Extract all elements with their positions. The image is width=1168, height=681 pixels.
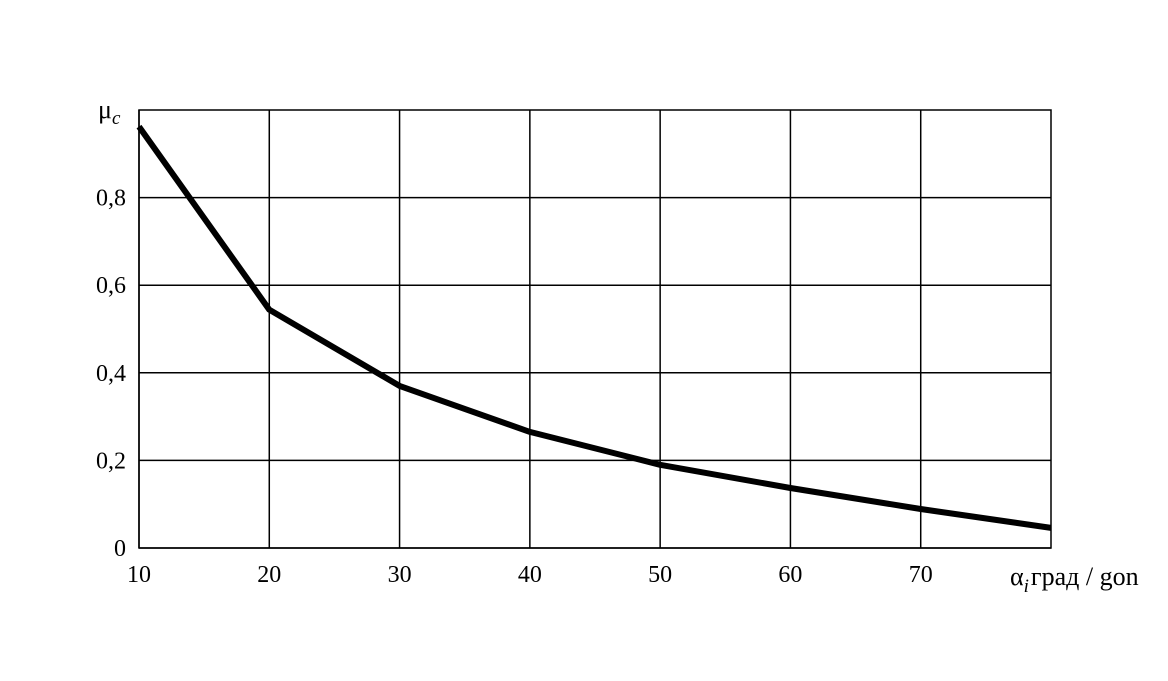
plot-frame bbox=[138, 109, 1052, 549]
x-tick-label: 30 bbox=[388, 562, 412, 588]
x-axis-label: αiград / gon bbox=[1010, 562, 1139, 597]
y-tick-label: 0,4 bbox=[96, 361, 126, 387]
x-tick-label: 40 bbox=[518, 562, 542, 588]
series-line bbox=[136, 124, 1052, 531]
y-axis-label: μc bbox=[98, 95, 121, 129]
x-tick-label: 70 bbox=[909, 562, 933, 588]
y-tick-label: 0,2 bbox=[96, 448, 126, 474]
y-tick-label: 0 bbox=[114, 536, 126, 562]
x-tick-label: 20 bbox=[257, 562, 281, 588]
x-tick-label: 60 bbox=[778, 562, 802, 588]
x-tick-label: 50 bbox=[648, 562, 672, 588]
y-tick-label: 0,8 bbox=[96, 186, 126, 212]
tick-labels: 10 20 30 40 50 60 70 0 0,2 0,4 0,6 0,8 bbox=[96, 186, 933, 588]
y-tick-label: 0,6 bbox=[96, 273, 126, 299]
x-tick-label: 10 bbox=[127, 562, 151, 588]
grid bbox=[138, 110, 1051, 549]
